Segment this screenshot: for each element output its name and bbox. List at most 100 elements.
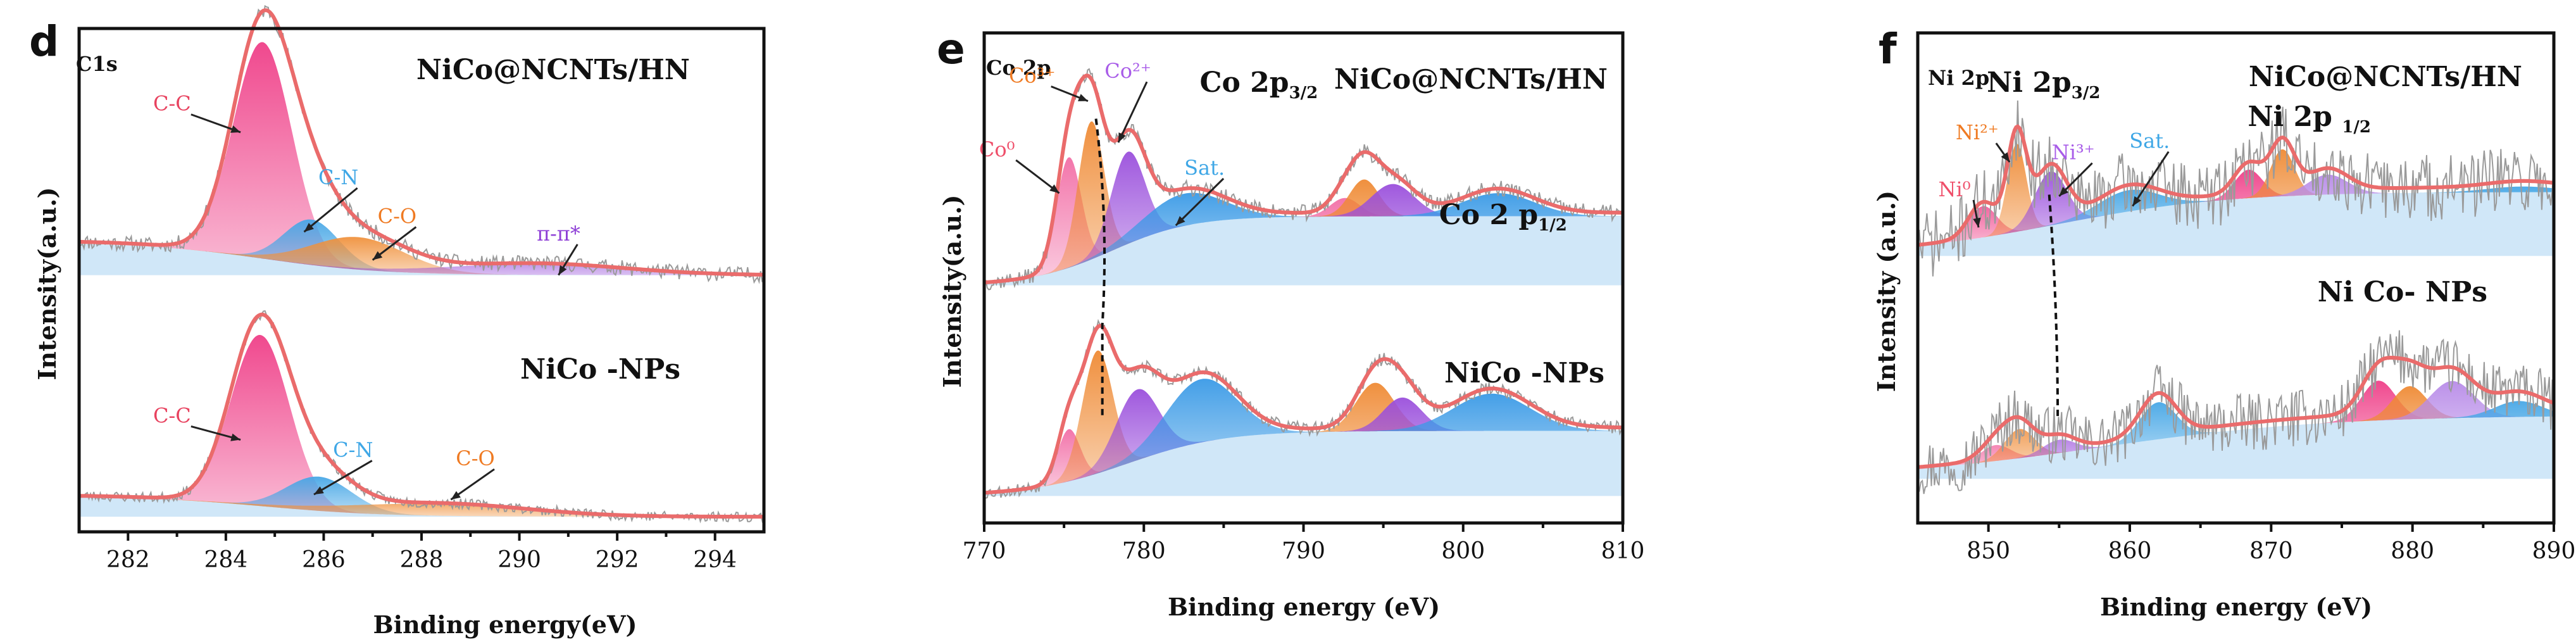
x-tick-label: 870: [2249, 538, 2293, 564]
x-tick-label: 284: [204, 547, 247, 573]
corner-label: Co 2p: [986, 56, 1051, 80]
peak-shift-line: [2048, 194, 2060, 420]
panel-letter: e: [937, 25, 965, 73]
x-tick-label: 288: [400, 547, 444, 573]
panel-e-co2p: e Co 2p Binding energy (eV) Intensity(a.…: [937, 25, 1644, 621]
spectrum-upper: Ni⁰ Ni²⁺ Ni³⁺ Sat.: [1917, 100, 2554, 277]
y-axis-label: Intensity(a.u.): [33, 187, 61, 381]
plot-frame: [1916, 31, 2556, 525]
fit-component-Sat.: [984, 192, 1623, 283]
x-tick-label: 770: [963, 538, 1006, 564]
annotation-label: Ni⁰: [1939, 177, 1971, 201]
fit-component-C-C: [79, 335, 764, 517]
annotation-label: C-C: [153, 92, 191, 116]
panel-f-ni2p: f Ni 2p Binding energy (eV) Intensity (a…: [1872, 25, 2575, 621]
x-axis-label: Binding energy (eV): [2100, 593, 2372, 621]
fit-component-Co⁰: [984, 157, 1623, 283]
panel-letter: d: [29, 17, 59, 66]
x-tick-label: 890: [2532, 538, 2576, 564]
annotation-arrow: [303, 187, 358, 233]
annotation-label: Co²⁺: [1104, 59, 1151, 83]
annotation-arrow: [2132, 151, 2170, 207]
sample-label-upper: NiCo@NCNTs/HN: [2249, 61, 2522, 93]
x-tick-label: 282: [106, 547, 150, 573]
annotation-arrowhead: [2059, 187, 2069, 196]
annotation-label: Sat.: [2129, 129, 2170, 153]
spectrum-lower: [984, 318, 1623, 499]
sample-label-upper: NiCo@NCNTs/HN: [1334, 63, 1608, 96]
background-band: [1918, 416, 2554, 479]
x-tick-label: 790: [1282, 538, 1325, 564]
annotation-arrowhead: [451, 491, 461, 500]
x-tick-label: 294: [693, 547, 737, 573]
sample-label-lower: NiCo -NPs: [520, 353, 680, 386]
raw-spectrum: [1917, 330, 2554, 494]
x-tick-label: 850: [1966, 538, 2010, 564]
annotation-arrowhead: [1049, 184, 1060, 194]
annotation-label: C-N: [333, 438, 373, 462]
fit-component: [1918, 386, 2554, 469]
x-axis-label: Binding energy (eV): [1168, 593, 1440, 621]
x-axis-label: Binding energy(eV): [373, 610, 637, 639]
raw-spectrum: [984, 68, 1623, 291]
peak-label-main: Ni 2p: [2248, 101, 2342, 133]
annotation-arrowhead: [1175, 216, 1185, 225]
spectrum-lower: [1917, 330, 2555, 494]
plot-area: C-C C-N C-O π-π* C-C C-N C-O: [78, 4, 765, 524]
peak-label-sub: 1/2: [1538, 216, 1567, 235]
annotation-arrowhead: [1973, 217, 1981, 228]
sample-label-lower: Ni Co- NPs: [2318, 276, 2487, 308]
peak-label-main: Co 2 p: [1439, 199, 1538, 231]
peak-label-sub: 3/2: [1289, 84, 1318, 103]
peak-label-main: Ni 2p: [1987, 66, 2072, 99]
annotation-arrowhead: [230, 433, 241, 441]
fit-component: [984, 393, 1623, 493]
annotation-arrowhead: [1078, 94, 1088, 101]
fit-envelope: [1917, 124, 2554, 247]
background-band: [79, 244, 764, 275]
fit-component-Co²⁺: [984, 151, 1623, 283]
spectrum-upper: C-C C-N C-O π-π*: [78, 4, 765, 284]
fit-component-C-C: [79, 42, 764, 275]
fit-component-Ni³⁺: [1918, 171, 2554, 246]
fit-envelope: [984, 324, 1623, 495]
annotation-label: C-O: [378, 205, 417, 229]
annotation-label: π-π*: [537, 222, 580, 246]
fit-envelope: [1917, 355, 2555, 469]
annotation-arrowhead: [230, 125, 241, 133]
peak-shift-line: [1094, 118, 1106, 415]
annotation-arrowhead: [1118, 132, 1126, 143]
sample-label-upper: NiCo@NCNTs/HN: [416, 54, 690, 86]
annotation-label: C-N: [318, 165, 358, 189]
fit-component: [984, 193, 1623, 283]
raw-spectrum: [1917, 100, 2554, 277]
corner-label: Ni 2p: [1928, 66, 1989, 90]
x-tick-label: 290: [497, 547, 541, 573]
x-tick-label: 292: [596, 547, 639, 573]
annotation-arrowhead: [2132, 196, 2141, 206]
x-tick-label: 860: [2108, 538, 2152, 564]
annotation-label: Sat.: [1184, 156, 1225, 180]
x-tick-label: 810: [1601, 538, 1645, 564]
panel-d-c1s: d C1s Binding energy(eV) Intensity(a.u.)…: [29, 4, 766, 639]
corner-label: C1s: [76, 52, 118, 76]
y-axis-label: Intensity(a.u.): [938, 195, 966, 388]
annotation-arrowhead: [314, 486, 324, 494]
annotation-arrow: [1117, 81, 1148, 143]
fit-component-C-O: [79, 497, 764, 517]
peak-label: Co 2p3/2: [1199, 66, 1318, 103]
peak-label-sub: 1/2: [2342, 118, 2371, 137]
panel-letter: f: [1879, 25, 1898, 73]
annotation-label: Ni³⁺: [2052, 141, 2095, 165]
annotation-label: C-O: [456, 446, 495, 470]
annotation-arrow: [1175, 177, 1225, 227]
annotation-label: Ni²⁺: [1956, 120, 1999, 144]
fit-component-C-O: [79, 237, 764, 275]
peak-label-main: Co 2p: [1199, 66, 1289, 99]
annotation-label: Co³⁺: [1009, 63, 1055, 87]
annotation-arrowhead: [558, 265, 567, 275]
background-band: [984, 216, 1623, 286]
sample-label-lower: NiCo -NPs: [1444, 357, 1604, 389]
